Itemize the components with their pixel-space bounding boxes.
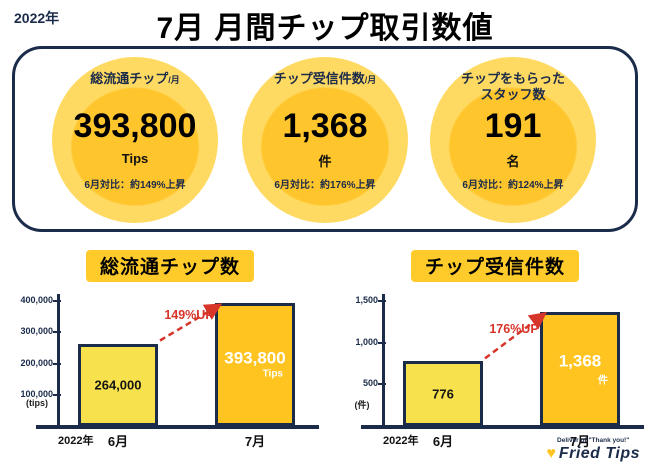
x-axis: [36, 425, 319, 429]
y-tick-mark: [53, 331, 61, 334]
y-tick-label: 300,000: [20, 326, 53, 337]
stat-unit: 件: [318, 154, 332, 169]
y-tick-mark: [378, 300, 386, 302]
bar-value-label: 1,368 件: [558, 351, 608, 387]
x-tick-label: 6月: [107, 434, 129, 449]
y-tick-label: 400,000: [20, 295, 53, 305]
chart-title-text: 総流通チップ数: [85, 250, 254, 282]
bar-value-label: 776: [432, 386, 454, 402]
stat-unit: Tips: [121, 151, 149, 166]
x-axis-year-label: 2022年: [58, 435, 94, 447]
logo-row: ♥ Fried Tips: [546, 445, 640, 463]
heart-icon: ♥: [546, 445, 556, 462]
brand-logo: Deliver of "Thank you!" ♥ Fried Tips: [546, 437, 640, 463]
stats-panel: 総流通チップ/月 393,800 Tips 6月対比：約149%上昇 チップ受信…: [12, 46, 638, 232]
y-tick-label: 100,000: [20, 388, 53, 399]
bar-7月: 393,800 Tips: [215, 302, 295, 426]
stat-circle-total-tips: 総流通チップ/月 393,800 Tips 6月対比：約149%上昇: [52, 57, 218, 223]
stat-circle-received-count: チップ受信件数/月 1,368 件 6月対比：約176%上昇: [242, 57, 408, 223]
page-title: 7月 月間チップ取引数値: [156, 12, 494, 45]
stat-label-suffix: /月: [168, 75, 180, 85]
stat-label-suffix: /月: [364, 75, 377, 85]
bar-6月: 776: [403, 361, 483, 426]
x-axis-year-label: 2022年: [383, 435, 419, 447]
stat-label: 総流通チップ/月: [52, 71, 218, 87]
y-tick-mark: [53, 393, 61, 396]
y-axis: [57, 294, 60, 429]
y-tick-mark: [378, 383, 386, 386]
stat-label: チップをもらった スタッフ数: [430, 71, 596, 104]
chart-received-count: チップ受信件数 (件) 2022年 176%UP 500 1,000 1,500 77…: [345, 250, 645, 455]
y-tick-label: 1,500: [355, 295, 378, 305]
stat-value: 191: [484, 107, 542, 145]
y-tick-mark: [53, 362, 61, 365]
y-tick-mark: [378, 341, 386, 344]
y-tick-mark: [53, 300, 61, 302]
stat-label: チップ受信件数/月: [242, 71, 408, 87]
chart-title-text: チップ受信件数: [410, 250, 579, 282]
y-tick-label: 1,000: [355, 336, 378, 347]
chart-title: 総流通チップ数: [20, 250, 320, 282]
growth-arrow: [484, 312, 548, 360]
bar-7月: 1,368 件: [540, 312, 620, 426]
stat-value: 1,368: [282, 107, 368, 145]
logo-text: Fried Tips: [558, 445, 640, 462]
stat-label-text: チップをもらった スタッフ数: [460, 71, 565, 103]
stat-value: 393,800: [73, 107, 197, 145]
bar-value-label: 393,800 Tips: [224, 348, 286, 380]
growth-arrow: [159, 303, 223, 342]
axis-unit-label: (tips): [26, 398, 48, 408]
stat-circle-staff-count: チップをもらった スタッフ数 191 名 6月対比：約124%上昇: [430, 57, 596, 223]
chart-total-tips: 総流通チップ数 (tips) 2022年 149%UP 100,000 200,0…: [20, 250, 320, 455]
logo-tagline: Deliver of "Thank you!": [557, 437, 630, 444]
stat-label-text: 総流通チップ: [90, 71, 169, 86]
y-axis: [382, 294, 385, 429]
growth-annotation: 149%UP: [164, 308, 214, 323]
plot-area: (件) 2022年 176%UP 500 1,000 1,500 776 6月 1,368…: [345, 290, 645, 450]
stat-comparison: 6月対比：約176%上昇: [274, 180, 376, 191]
year-label: 2022年: [14, 10, 60, 26]
x-tick-label: 6月: [432, 434, 454, 449]
growth-annotation: 176%UP: [489, 321, 539, 336]
y-tick-label: 200,000: [20, 357, 53, 368]
stat-unit: 名: [506, 154, 520, 169]
stat-comparison: 6月対比：約124%上昇: [462, 180, 564, 191]
x-axis: [361, 425, 644, 429]
y-tick-label: 500: [362, 378, 378, 389]
x-tick-label: 7月: [569, 434, 591, 449]
chart-title: チップ受信件数: [345, 250, 645, 282]
axis-unit-label: (件): [354, 400, 370, 410]
stat-label-text: チップ受信件数: [273, 71, 365, 86]
bar-6月: 264,000: [78, 343, 158, 426]
stat-comparison: 6月対比：約149%上昇: [84, 180, 186, 191]
x-tick-label: 7月: [244, 434, 266, 449]
bar-value-label: 264,000: [94, 377, 142, 393]
plot-area: (tips) 2022年 149%UP 100,000 200,000 300,00…: [20, 290, 320, 450]
